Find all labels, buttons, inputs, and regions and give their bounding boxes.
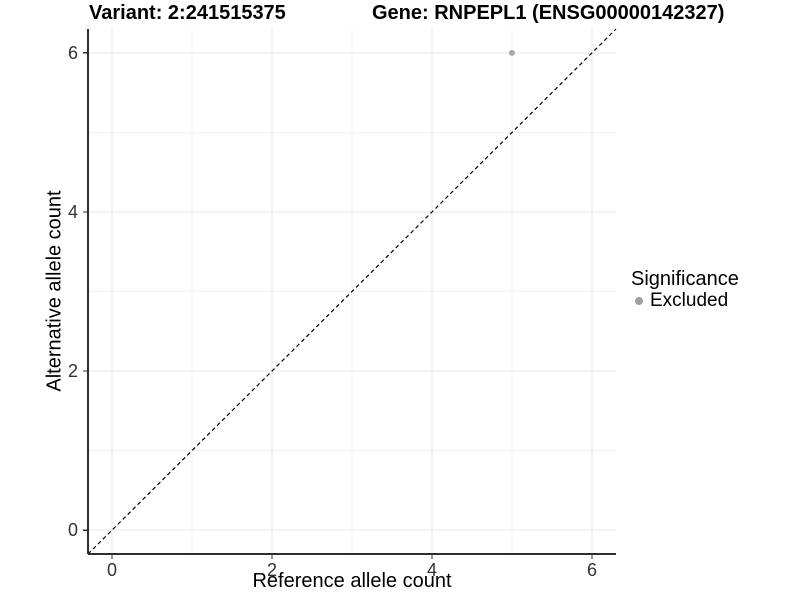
legend-point-icon bbox=[635, 297, 643, 305]
plot-title-gene: Gene: RNPEPL1 (ENSG00000142327) bbox=[372, 2, 725, 24]
x-tick-label: 4 bbox=[427, 560, 437, 580]
x-tick-label: 6 bbox=[587, 560, 597, 580]
data-point bbox=[509, 49, 515, 56]
plot-title-variant: Variant: 2:241515375 bbox=[89, 2, 286, 24]
legend-item-label: Excluded bbox=[650, 290, 729, 311]
y-tick-label: 4 bbox=[68, 202, 78, 222]
legend-item-excluded: Excluded bbox=[631, 290, 739, 312]
x-axis-title: Reference allele count bbox=[252, 570, 452, 592]
x-tick-label: 0 bbox=[107, 560, 117, 580]
x-tick-label: 2 bbox=[267, 560, 277, 580]
y-tick-label: 2 bbox=[68, 361, 78, 381]
y-axis-title: Alternative allele count bbox=[43, 190, 66, 392]
legend: Significance Excluded bbox=[631, 268, 739, 312]
legend-title: Significance bbox=[631, 268, 739, 290]
identity-dashed-line bbox=[87, 28, 617, 555]
y-tick-label: 0 bbox=[68, 520, 78, 540]
y-tick-label: 6 bbox=[68, 43, 78, 63]
